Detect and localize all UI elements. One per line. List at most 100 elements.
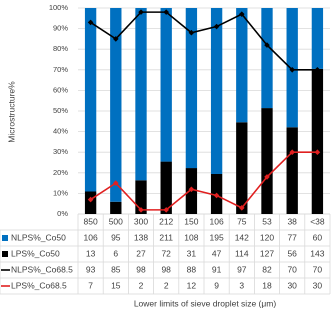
- line-marker: [239, 11, 245, 17]
- x-tick-label: 850: [84, 216, 98, 226]
- legend-label: NLPS%_Co68.5: [11, 264, 73, 274]
- table-value: 9: [214, 280, 219, 290]
- table-value: 98: [161, 264, 171, 274]
- legend-key: [2, 251, 8, 257]
- bar-segment: [110, 8, 122, 202]
- table-value: 13: [86, 248, 96, 258]
- table-value: 30: [287, 280, 297, 290]
- line-marker: [239, 205, 245, 211]
- x-tick-label: 500: [109, 216, 123, 226]
- line-marker: [113, 36, 119, 42]
- y-tick-label: 10%: [53, 188, 68, 197]
- x-tick-label: <38: [310, 216, 325, 226]
- line-marker: [289, 149, 295, 155]
- table-value: 77: [287, 232, 297, 242]
- table-value: 27: [136, 248, 146, 258]
- table-value: 18: [262, 280, 272, 290]
- y-axis-label: Microstructure%: [6, 81, 16, 143]
- table-value: 88: [187, 264, 197, 274]
- table-value: 47: [212, 248, 222, 258]
- legend-key: [2, 235, 8, 241]
- bar-segment: [160, 161, 172, 214]
- table-value: 15: [111, 280, 121, 290]
- line-marker: [113, 180, 119, 186]
- line-marker: [314, 67, 321, 73]
- bar-segment: [135, 8, 147, 181]
- bar-segment: [261, 8, 273, 109]
- table-value: 95: [111, 232, 121, 242]
- bar-segment: [311, 8, 324, 69]
- bar-segment: [84, 191, 97, 214]
- bar-segment: [236, 122, 248, 214]
- y-tick-label: 80%: [53, 44, 68, 53]
- bar-segment: [135, 180, 147, 214]
- x-tick-label: 53: [262, 216, 272, 226]
- table-value: 56: [287, 248, 297, 258]
- table-value: 72: [161, 248, 171, 258]
- line-marker: [87, 19, 94, 26]
- line-marker: [138, 207, 144, 213]
- x-tick-label: 212: [159, 216, 173, 226]
- line-marker: [188, 29, 195, 36]
- table-value: 143: [310, 248, 324, 258]
- table-value: 82: [262, 264, 272, 274]
- table-value: 70: [287, 264, 297, 274]
- table-value: 60: [313, 232, 323, 242]
- bar-segment: [110, 201, 122, 214]
- bar-segment: [210, 8, 223, 174]
- line-marker: [87, 196, 94, 203]
- table-value: 127: [260, 248, 274, 258]
- table-value: 91: [212, 264, 222, 274]
- x-tick-label: 106: [210, 216, 224, 226]
- y-tick-label: 70%: [53, 65, 68, 74]
- x-axis-label: Lower limits of sieve droplet size (μm): [134, 298, 277, 308]
- table-value: 211: [159, 232, 173, 242]
- y-tick-label: 30%: [53, 147, 68, 156]
- table-value: 98: [136, 264, 146, 274]
- x-tick-label: 150: [184, 216, 198, 226]
- line-series: [90, 11, 318, 71]
- line-marker: [264, 174, 270, 180]
- legend-label: LPS%_Co68.5: [11, 280, 67, 290]
- table-value: 31: [187, 248, 197, 258]
- y-tick-label: 40%: [53, 127, 68, 136]
- table-value: 6: [113, 248, 118, 258]
- table-value: 7: [88, 280, 93, 290]
- line-series: [90, 151, 318, 211]
- y-tick-label: 100%: [49, 3, 69, 12]
- table-value: 12: [187, 280, 197, 290]
- bar-segment: [236, 8, 248, 123]
- line-marker: [213, 192, 220, 199]
- table-value: 195: [210, 232, 224, 242]
- line-marker: [138, 9, 144, 15]
- legend-label: LPS%_Co50: [11, 248, 60, 258]
- y-tick-label: 50%: [53, 106, 68, 115]
- x-tick-label: 300: [134, 216, 148, 226]
- y-tick-label: 60%: [53, 85, 68, 94]
- bar-segment: [311, 68, 324, 215]
- x-tick-label: 38: [287, 216, 297, 226]
- line-marker: [188, 186, 195, 193]
- line-marker: [289, 67, 295, 73]
- y-tick-label: 20%: [53, 168, 68, 177]
- bar-segment: [261, 108, 273, 214]
- y-tick-label: 0%: [57, 209, 68, 218]
- table-value: 138: [134, 232, 148, 242]
- table-value: 70: [313, 264, 323, 274]
- line-marker: [213, 23, 220, 30]
- bar-segment: [160, 8, 172, 162]
- table-value: 3: [239, 280, 244, 290]
- line-marker: [314, 149, 321, 155]
- bar-segment: [84, 8, 97, 192]
- table-value: 2: [139, 280, 144, 290]
- table-value: 142: [235, 232, 249, 242]
- table-value: 108: [184, 232, 198, 242]
- line-marker: [264, 42, 270, 48]
- table-value: 106: [84, 232, 98, 242]
- table-value: 114: [235, 248, 249, 258]
- legend-label: NLPS%_Co50: [11, 232, 66, 242]
- line-marker: [163, 9, 169, 15]
- table-value: 2: [164, 280, 169, 290]
